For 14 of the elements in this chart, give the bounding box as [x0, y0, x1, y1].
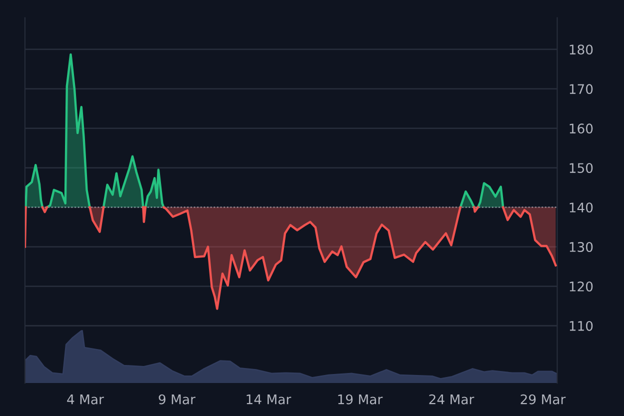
y-tick-label: 150: [570, 163, 593, 174]
y-tick-label: 180: [570, 44, 593, 55]
x-tick-label: 24 Mar: [429, 394, 474, 404]
y-tick-label: 160: [570, 124, 593, 134]
x-tick-label: 29 Mar: [520, 394, 566, 404]
x-tick-label: 9 Mar: [158, 394, 196, 404]
x-tick-label: 4 Mar: [67, 394, 104, 404]
y-tick-label: 130: [570, 242, 593, 252]
y-tick-label: 170: [570, 84, 593, 94]
y-tick-label: 140: [570, 202, 593, 212]
y-tick-label: 120: [570, 281, 593, 292]
y-tick-label: 110: [570, 320, 593, 331]
x-tick-label: 19 Mar: [338, 394, 383, 404]
x-tick-label: 14 Mar: [246, 394, 292, 404]
